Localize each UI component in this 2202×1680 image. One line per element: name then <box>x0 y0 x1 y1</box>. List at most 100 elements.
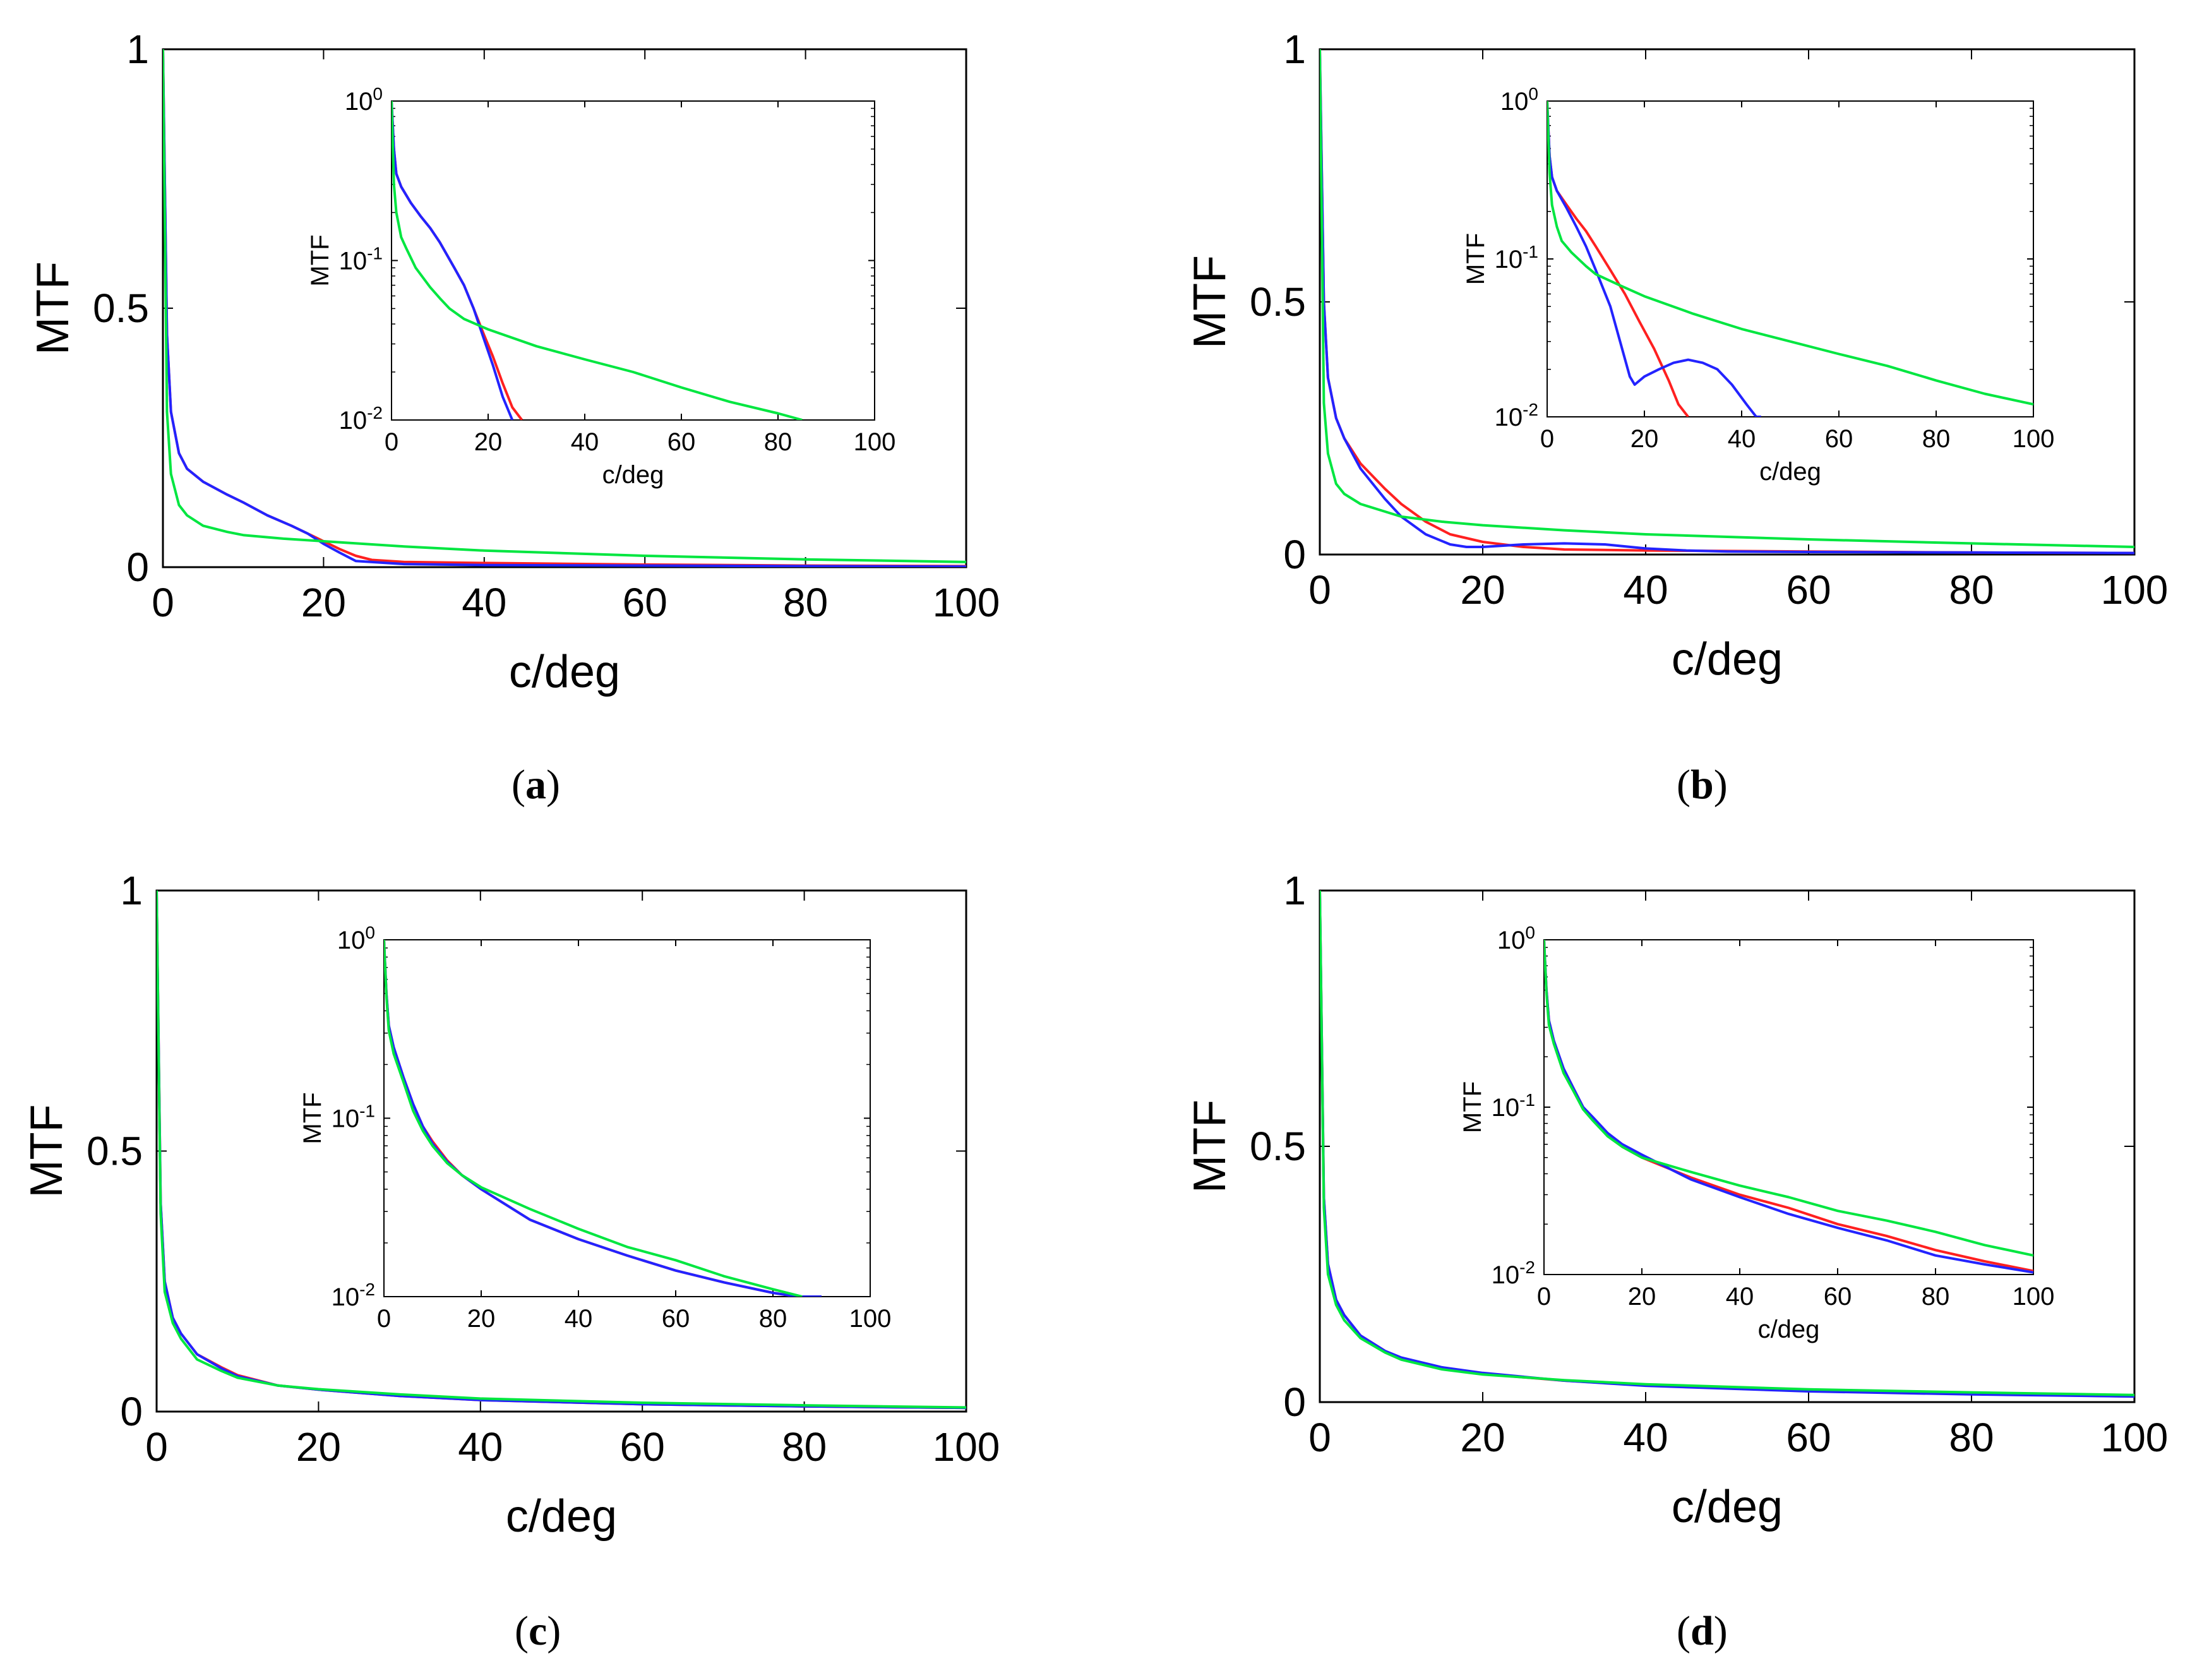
panel-d-main-xtick-label-5: 100 <box>2101 1415 2169 1460</box>
panel-a-main-xtick-label-1: 20 <box>301 580 346 625</box>
panel-d-main-xtick-label-3: 60 <box>1786 1415 1831 1460</box>
panel-a-main-xtick-label-3: 60 <box>623 580 667 625</box>
panel-c-main-xtick-label-0: 0 <box>145 1424 168 1470</box>
panel-d-inset-xtick-label-4: 80 <box>1922 1283 1950 1311</box>
panel-d-inset-xtick-label-5: 100 <box>2013 1283 2055 1311</box>
panel-d-inset-series-group <box>1544 940 2033 1274</box>
panel-c-main-xtick-label-2: 40 <box>458 1424 503 1470</box>
panel-a-inset-axes-frame <box>391 100 875 421</box>
panel-b-main-line-green <box>1320 49 2134 548</box>
panel-d-inset-ytick-label-0: 10-2 <box>1492 1257 1535 1289</box>
panel-c-inset-line-green <box>384 940 803 1297</box>
panel-a-main-xtick-label-2: 40 <box>462 580 506 625</box>
panel-b-inset-xtick-label-2: 40 <box>1728 425 1756 453</box>
panel-c-main-xtick-label-3: 60 <box>620 1424 665 1470</box>
panel-a-inset-xtick-label-4: 80 <box>764 428 793 456</box>
panel-b-inset-ytick-exp-2: 0 <box>1528 84 1538 104</box>
panel-c-main-ytick-label-0: 0 <box>120 1389 143 1434</box>
caption-letter-d: d <box>1690 1608 1714 1654</box>
panel-b-inset-ytick-exp-1: -1 <box>1523 242 1538 261</box>
panel-a-inset-ytick-exp-0: -2 <box>367 403 383 423</box>
panel-b-main-ytick-label-1: 0.5 <box>1250 279 1306 325</box>
panel-d-inset-xlabel: c/deg <box>1758 1316 1820 1343</box>
panel-a-inset-ytick-label-1: 10-1 <box>339 244 383 275</box>
panel-b-main-xtick-label-1: 20 <box>1460 567 1505 613</box>
panel-a-main-series-group <box>163 49 966 567</box>
panel-d-main-line-blue <box>1320 891 2134 1398</box>
panel-a-inset-xtick-label-0: 0 <box>385 428 398 456</box>
panel-c-inset-ytick-exp-2: 0 <box>365 923 375 942</box>
panel-b-main-ylabel: MTF <box>1185 255 1235 349</box>
panel-a-main-xtick-label-5: 100 <box>933 580 1000 625</box>
panel-b-main-xtick-label-2: 40 <box>1623 567 1668 613</box>
panel-c-inset-series-group <box>384 940 822 1297</box>
panel-b-main-series-group <box>1320 49 2134 555</box>
panel-c-main-xtick-label-4: 80 <box>782 1424 827 1470</box>
panel-b-inset-ylabel: MTF <box>1462 233 1490 285</box>
panel-d-main-xtick-label-0: 0 <box>1308 1415 1331 1460</box>
panel-c-inset-xtick-label-2: 40 <box>565 1305 593 1333</box>
panel-d-inset-xtick-label-3: 60 <box>1824 1283 1852 1311</box>
panel-a-inset-ytick-base-1: 10 <box>339 248 368 275</box>
panel-a-inset-ytick-base-2: 10 <box>345 88 373 116</box>
panel-c-inset-axes-frame <box>383 939 871 1297</box>
panel-a-main-ytick-label-0: 0 <box>126 544 149 590</box>
caption-letter-c: c <box>528 1608 548 1654</box>
panel-d-inset-ytick-label-1: 10-1 <box>1492 1090 1535 1122</box>
panel-d-main-line-green <box>1320 891 2134 1396</box>
panel-b-main-xtick-label-5: 100 <box>2101 567 2169 613</box>
panel-a-main-xlabel: c/deg <box>509 647 620 697</box>
panel-d-main-ytick-label-1: 0.5 <box>1250 1124 1306 1169</box>
caption-b: (b) <box>1677 762 1728 808</box>
panel-d-main-ylabel: MTF <box>1185 1100 1235 1193</box>
panel-d-main-xtick-label-1: 20 <box>1460 1415 1505 1460</box>
panel-b-inset-line-blue <box>1547 101 1761 417</box>
panel-b-main-xtick-label-4: 80 <box>1949 567 1994 613</box>
panel-c-inset-ytick-label-1: 10-1 <box>332 1101 375 1133</box>
panel-a-inset-ytick-exp-2: 0 <box>373 84 383 104</box>
panel-d-main-ytick-label-0: 0 <box>1283 1379 1306 1425</box>
caption-letter-b: b <box>1690 762 1714 808</box>
panel-a-inset-xtick-label-2: 40 <box>571 428 599 456</box>
panel-b-inset-series-group <box>1547 101 2033 417</box>
panel-b-inset-xtick-label-4: 80 <box>1922 425 1951 453</box>
panel-c-inset-xtick-label-1: 20 <box>467 1305 496 1333</box>
panel-b-main-xtick-label-3: 60 <box>1786 567 1831 613</box>
caption-a: (a) <box>512 762 560 808</box>
panel-a-main-ytick-label-1: 0.5 <box>93 285 149 331</box>
panel-d-inset-ytick-base-2: 10 <box>1497 927 1526 954</box>
panel-b-inset-ytick-exp-0: -2 <box>1523 400 1538 419</box>
panel-c-inset-ytick-label-0: 10-2 <box>332 1280 375 1311</box>
caption-d: (d) <box>1677 1608 1728 1654</box>
panel-a-inset-xtick-label-1: 20 <box>474 428 503 456</box>
panel-b-main-line-blue <box>1320 49 2134 555</box>
panel-b-main-xlabel: c/deg <box>1672 634 1783 685</box>
panel-a-main-ylabel: MTF <box>28 261 78 355</box>
panel-c-inset-ytick-label-2: 100 <box>337 923 375 954</box>
panel-c-main-ytick-label-2: 1 <box>120 868 143 913</box>
panel-a-main-line-green <box>163 49 966 563</box>
panel-b-inset-xtick-label-0: 0 <box>1540 425 1554 453</box>
panel-a-main-xtick-label-4: 80 <box>783 580 828 625</box>
panel-d-inset-ytick-base-1: 10 <box>1492 1094 1520 1122</box>
panel-c-main-line-blue <box>157 891 966 1410</box>
panel-a-inset-series-group <box>392 101 803 420</box>
panel-c-main-xlabel: c/deg <box>506 1491 617 1542</box>
panel-d-main-series-group <box>1320 891 2134 1398</box>
panel-a-inset-xtick-label-5: 100 <box>854 428 896 456</box>
caption-letter-a: a <box>525 762 546 808</box>
panel-b-inset-xtick-label-1: 20 <box>1631 425 1659 453</box>
panel-d-main-xtick-label-4: 80 <box>1949 1415 1994 1460</box>
panel-d-inset-ytick-label-2: 100 <box>1497 923 1535 954</box>
panel-a-inset-ytick-exp-1: -1 <box>367 244 383 263</box>
panel-d-inset-xtick-label-0: 0 <box>1537 1283 1551 1311</box>
panel-c-main-ytick-label-1: 0.5 <box>87 1129 143 1174</box>
panel-c-inset-xtick-label-5: 100 <box>849 1305 892 1333</box>
panel-a-inset-ytick-label-2: 100 <box>345 84 383 116</box>
